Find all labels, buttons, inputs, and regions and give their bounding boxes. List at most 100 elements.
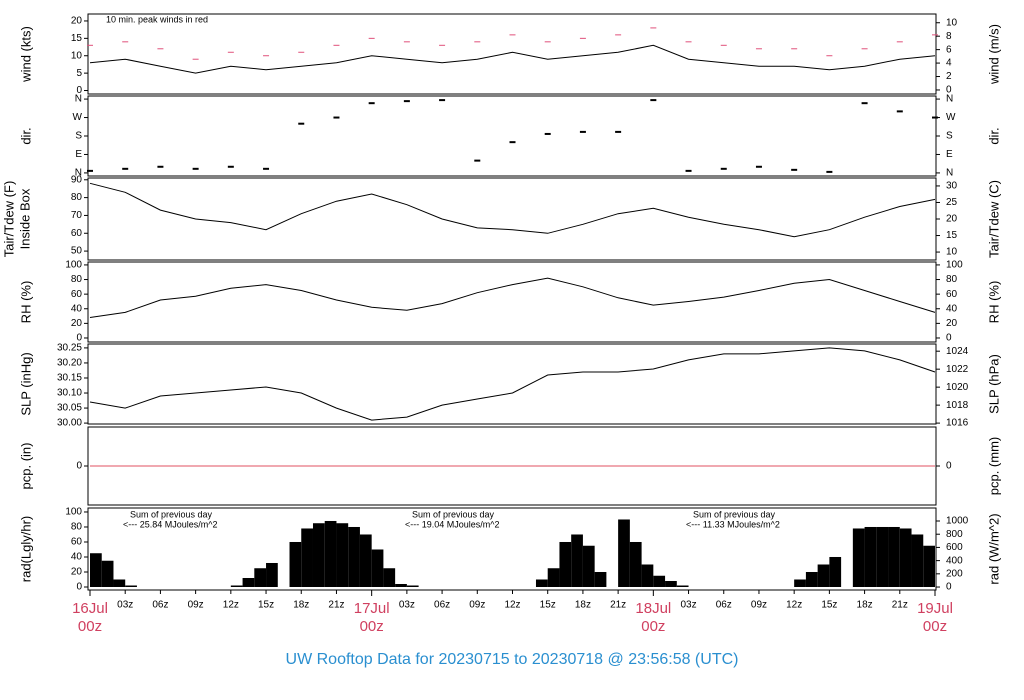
bar <box>266 562 278 587</box>
y-axis-label: pcp. (in) <box>18 443 33 490</box>
y2-tick-label: 60 <box>946 289 958 300</box>
data-line <box>89 347 936 421</box>
y-axis-label: SLP (inHg) <box>18 352 33 415</box>
y2-tick-label: 0 <box>946 85 952 96</box>
y2-axis-label: RH (%) <box>986 281 1001 324</box>
x-tick-label: 15z <box>258 600 274 611</box>
bar <box>805 571 818 587</box>
bar <box>547 568 560 587</box>
y-tick-label: 0 <box>76 333 82 344</box>
y-tick-label: 50 <box>71 246 83 257</box>
panel-frame <box>87 261 937 343</box>
y2-tick-label: 1020 <box>946 382 969 393</box>
bar <box>571 534 583 587</box>
x-tick-label: 03z <box>399 600 415 611</box>
y-tick-label: 80 <box>71 522 83 533</box>
y2-tick-label: 1018 <box>946 400 969 411</box>
x-tick-label: 12z <box>786 600 802 611</box>
data-line <box>89 277 936 318</box>
data-line <box>89 44 936 74</box>
bar <box>911 534 924 587</box>
bar <box>348 526 360 587</box>
bar <box>794 579 806 587</box>
y-tick-label: 90 <box>71 174 83 185</box>
bar <box>359 534 372 587</box>
day-tick-hour: 00z <box>641 618 665 635</box>
bar <box>629 541 642 587</box>
y-tick-label: 20 <box>71 318 83 329</box>
y-tick-label: 20 <box>71 567 83 578</box>
bar <box>90 553 102 587</box>
bar <box>406 585 419 587</box>
y2-tick-label: W <box>946 112 956 123</box>
bar <box>242 577 255 587</box>
y2-tick-label: 20 <box>946 214 958 225</box>
data-line <box>89 182 936 238</box>
y-axis-label: Inside Box <box>17 188 32 249</box>
y-tick-label: 30.15 <box>57 373 82 384</box>
y-tick-label: 0 <box>76 85 82 96</box>
y-tick-label: 0 <box>76 461 82 472</box>
y2-tick-label: 2 <box>946 71 952 82</box>
bar <box>395 583 407 587</box>
x-tick-label: 06z <box>434 600 450 611</box>
y2-tick-label: E <box>946 149 953 160</box>
y-tick-label: 60 <box>71 289 83 300</box>
y-tick-label: 60 <box>71 537 83 548</box>
bar <box>301 528 313 587</box>
y2-tick-label: 20 <box>946 318 958 329</box>
y2-tick-label: 1022 <box>946 364 969 375</box>
panel-frame <box>87 177 937 261</box>
day-tick-hour: 00z <box>923 618 947 635</box>
y-tick-label: 30.25 <box>57 343 82 354</box>
bar <box>618 519 630 587</box>
y-tick-label: 10 <box>71 50 83 61</box>
x-tick-label: 12z <box>223 600 239 611</box>
rad-note: Sum of previous day <box>412 509 495 519</box>
x-tick-label: 21z <box>610 600 626 611</box>
x-tick-label: 06z <box>716 600 732 611</box>
bar <box>852 528 865 587</box>
bar <box>230 585 243 587</box>
bar <box>923 545 935 587</box>
y2-tick-label: 0 <box>946 582 952 593</box>
bar <box>383 568 396 587</box>
y-tick-label: 30.20 <box>57 358 82 369</box>
bar <box>113 579 126 587</box>
bar <box>653 575 666 587</box>
y2-tick-label: S <box>946 131 953 142</box>
panel-frame <box>87 13 937 95</box>
x-tick-label: 09z <box>751 600 767 611</box>
bar <box>864 526 877 587</box>
bar <box>641 564 654 587</box>
y2-tick-label: 10 <box>946 247 958 258</box>
y2-tick-label: 1016 <box>946 418 969 429</box>
bar <box>829 556 842 587</box>
day-tick-label: 17Jul <box>354 600 390 617</box>
bar <box>817 564 830 587</box>
y-tick-label: W <box>73 112 83 123</box>
x-tick-label: 15z <box>540 600 556 611</box>
y-tick-label: S <box>75 131 82 142</box>
bar <box>101 560 114 587</box>
day-tick-hour: 00z <box>360 618 384 635</box>
y2-tick-label: 6 <box>946 44 952 55</box>
bar <box>899 528 912 587</box>
x-tick-label: 03z <box>117 600 133 611</box>
x-tick-label: 06z <box>152 600 168 611</box>
y2-axis-label: pcp. (mm) <box>986 437 1001 496</box>
rad-note: Sum of previous day <box>130 509 213 519</box>
y-tick-label: E <box>75 149 82 160</box>
y-axis-label: dir. <box>18 127 33 144</box>
y2-tick-label: 100 <box>946 260 963 271</box>
y2-tick-label: 1000 <box>946 516 969 527</box>
chart-title: UW Rooftop Data for 20230715 to 20230718… <box>286 651 739 668</box>
y2-tick-label: 800 <box>946 529 963 540</box>
y2-tick-label: 40 <box>946 303 958 314</box>
panel-frame <box>87 95 937 177</box>
bar <box>289 541 302 587</box>
y-tick-label: 30.00 <box>57 418 82 429</box>
rad-note: <--- 19.04 MJoules/m^2 <box>405 519 500 529</box>
